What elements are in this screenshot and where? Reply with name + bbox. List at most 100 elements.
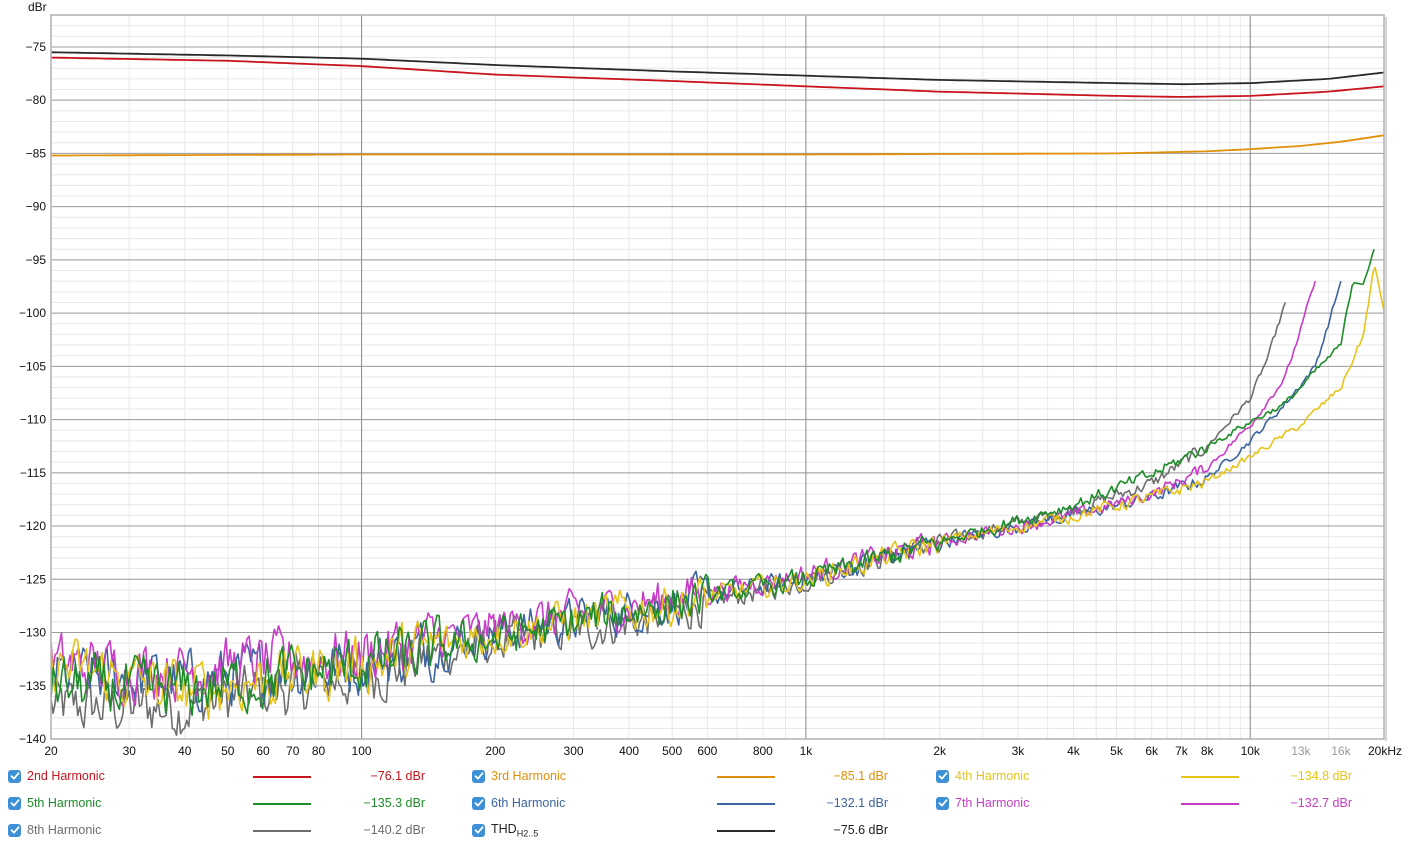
legend-swatch xyxy=(717,830,775,832)
checkmark-icon xyxy=(474,826,483,834)
series-line-2 xyxy=(51,56,1384,98)
y-tick-label: −90 xyxy=(26,200,47,214)
legend-label: 3rd Harmonic xyxy=(491,769,567,783)
y-tick-label: −95 xyxy=(26,253,47,267)
x-tick-label: 50 xyxy=(221,744,235,758)
legend-item: THDH2..5 xyxy=(472,820,538,840)
x-tick-label: 400 xyxy=(619,744,639,758)
legend-item: 4th Harmonic xyxy=(936,766,1029,786)
series-line-3 xyxy=(51,134,1384,157)
y-tick-label: −100 xyxy=(19,306,46,320)
x-tick-label: 10k xyxy=(1241,744,1261,758)
x-tick-label: 300 xyxy=(564,744,584,758)
legend-value: −132.1 dBr xyxy=(826,796,888,810)
x-tick-label: 7k xyxy=(1175,744,1189,758)
distortion-chart: dBr −75−80−85−90−95−100−105−110−115−120−… xyxy=(19,0,1402,758)
x-tick-label: 30 xyxy=(123,744,137,758)
x-tick-label: 3k xyxy=(1012,744,1026,758)
series-line-9 xyxy=(51,51,1384,86)
checkmark-icon xyxy=(10,799,19,807)
x-tick-label: 8k xyxy=(1201,744,1215,758)
y-axis-ticks: −75 −80 −85 −90 −95 −100 −105 −110 −115 −120 −125 −… xyxy=(19,40,46,746)
series-visibility-checkbox[interactable] xyxy=(472,769,485,783)
x-tick-label: 1k xyxy=(800,744,814,758)
x-tick-label: 200 xyxy=(485,744,505,758)
series-visibility-checkbox[interactable] xyxy=(936,769,949,783)
legend-swatch xyxy=(1181,803,1239,805)
legend-value: −85.1 dBr xyxy=(833,769,888,783)
legend-item: 8th Harmonic xyxy=(8,820,101,840)
x-tick-label: 13k xyxy=(1291,744,1311,758)
legend-value: −140.2 dBr xyxy=(363,823,425,837)
series-layer xyxy=(51,51,1384,737)
checkmark-icon xyxy=(938,799,947,807)
y-tick-label: −120 xyxy=(19,519,46,533)
legend-label: 8th Harmonic xyxy=(27,823,102,837)
legend: 2nd Harmonic −76.1 dBr 3rd Harmonic −85.1 d… xyxy=(0,762,1410,842)
x-tick-label: 800 xyxy=(753,744,773,758)
legend-swatch xyxy=(253,776,311,778)
legend-swatch xyxy=(717,803,775,805)
legend-label: 5th Harmonic xyxy=(27,796,102,810)
legend-value: −132.7 dBr xyxy=(1290,796,1352,810)
legend-value: −75.6 dBr xyxy=(833,823,888,837)
legend-item: 7th Harmonic xyxy=(936,793,1029,813)
plot-frame xyxy=(50,14,1385,740)
checkmark-icon xyxy=(10,772,19,780)
y-axis-unit-label: dBr xyxy=(28,0,47,14)
legend-item: 2nd Harmonic xyxy=(8,766,105,786)
series-line-5 xyxy=(51,248,1375,716)
x-tick-label: 6k xyxy=(1145,744,1159,758)
series-visibility-checkbox[interactable] xyxy=(472,796,485,810)
x-tick-label: 60 xyxy=(256,744,270,758)
y-tick-label: −115 xyxy=(20,466,46,480)
series-visibility-checkbox[interactable] xyxy=(8,769,21,783)
x-tick-label: 20kHz xyxy=(1368,744,1402,758)
y-tick-label: −75 xyxy=(26,40,47,54)
x-tick-label: 20 xyxy=(44,744,58,758)
series-visibility-checkbox[interactable] xyxy=(8,823,21,837)
y-tick-label: −130 xyxy=(19,626,46,640)
y-tick-label: −140 xyxy=(19,732,46,746)
x-tick-label: 70 xyxy=(286,744,300,758)
x-tick-label: 2k xyxy=(933,744,947,758)
checkmark-icon xyxy=(474,772,483,780)
y-tick-label: −85 xyxy=(26,146,47,160)
legend-label: 2nd Harmonic xyxy=(27,769,105,783)
y-tick-label: −105 xyxy=(19,359,46,373)
series-visibility-checkbox[interactable] xyxy=(8,796,21,810)
x-tick-label: 4k xyxy=(1067,744,1081,758)
x-tick-label: 100 xyxy=(352,744,372,758)
x-tick-label: 5k xyxy=(1110,744,1124,758)
legend-label: 7th Harmonic xyxy=(955,796,1030,810)
y-tick-label: −125 xyxy=(19,572,46,586)
legend-swatch xyxy=(1181,776,1239,778)
series-visibility-checkbox[interactable] xyxy=(472,823,485,837)
series-visibility-checkbox[interactable] xyxy=(936,796,949,810)
legend-swatch xyxy=(253,803,311,805)
x-tick-label: 16k xyxy=(1331,744,1351,758)
legend-item: 6th Harmonic xyxy=(472,793,565,813)
legend-value: −76.1 dBr xyxy=(370,769,425,783)
x-tick-label: 600 xyxy=(697,744,717,758)
checkmark-icon xyxy=(938,772,947,780)
legend-swatch xyxy=(253,830,311,832)
legend-value: −134.8 dBr xyxy=(1290,769,1352,783)
checkmark-icon xyxy=(474,799,483,807)
legend-value: −135.3 dBr xyxy=(363,796,425,810)
x-tick-label: 80 xyxy=(312,744,326,758)
y-tick-label: −80 xyxy=(26,93,47,107)
legend-item: 5th Harmonic xyxy=(8,793,101,813)
series-line-4 xyxy=(51,266,1384,720)
legend-label: 4th Harmonic xyxy=(955,769,1030,783)
y-tick-label: −110 xyxy=(20,413,46,427)
x-tick-label: 500 xyxy=(662,744,682,758)
series-line-6 xyxy=(51,280,1342,713)
legend-item: 3rd Harmonic xyxy=(472,766,566,786)
legend-label: THDH2..5 xyxy=(491,821,539,839)
checkmark-icon xyxy=(10,826,19,834)
x-axis-ticks: 20 30 40 50 60 70 80 100 200 300 400 500 600 800 1k 2k 3… xyxy=(44,744,1402,758)
legend-swatch xyxy=(717,776,775,778)
y-tick-label: −135 xyxy=(19,679,46,693)
legend-label: 6th Harmonic xyxy=(491,796,566,810)
